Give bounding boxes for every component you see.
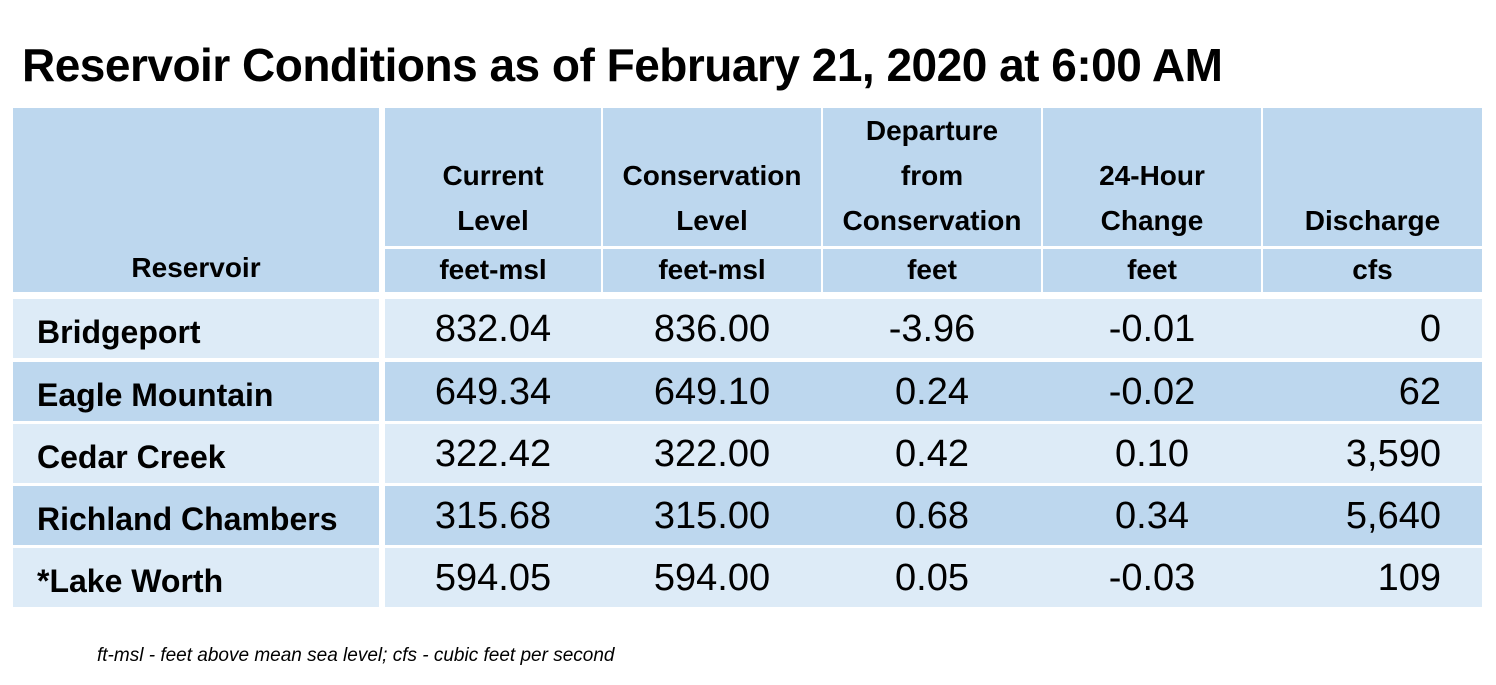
header-label: 24-Hour bbox=[1099, 160, 1205, 191]
cell-change: 0.10 bbox=[1115, 433, 1189, 475]
header-unit: feet-msl bbox=[658, 254, 766, 285]
header-label: Level bbox=[676, 205, 748, 236]
table-row-name-cell: Richland Chambers bbox=[13, 486, 379, 545]
footnote: ft-msl - feet above mean sea level; cfs … bbox=[97, 645, 615, 666]
header-cell: 24-Hour Change bbox=[1043, 108, 1261, 246]
cell-discharge: 3,590 bbox=[1345, 433, 1441, 475]
cell-current: 322.42 bbox=[434, 433, 552, 475]
cell-conservation: 649.10 bbox=[653, 371, 771, 413]
header-label: Reservoir bbox=[131, 252, 261, 283]
table-row: 322.42 322.00 0.42 0.10 3,590 bbox=[385, 424, 1482, 483]
cell-discharge: 5,640 bbox=[1345, 495, 1441, 537]
header-label: Departure bbox=[865, 115, 999, 146]
table-row-name-cell: Eagle Mountain bbox=[13, 362, 379, 421]
header-cell-reservoir: Reservoir bbox=[13, 108, 379, 292]
table-row: 649.34 649.10 0.24 -0.02 62 bbox=[385, 362, 1482, 421]
table-row-name-cell: *Lake Worth bbox=[13, 548, 379, 607]
cell-departure: 0.05 bbox=[895, 557, 969, 599]
cell-current: 315.68 bbox=[434, 495, 552, 537]
header-label: Level bbox=[457, 205, 529, 236]
header-label: Current bbox=[442, 160, 544, 191]
cell-current: 649.34 bbox=[434, 371, 552, 413]
header-unit-cell: cfs bbox=[1263, 249, 1482, 292]
page-title: Reservoir Conditions as of February 21, … bbox=[22, 39, 1223, 91]
cell-change: 0.34 bbox=[1115, 495, 1189, 537]
cell-departure: -3.96 bbox=[888, 308, 976, 350]
header-label: Conservation bbox=[842, 205, 1022, 236]
table-row: 594.05 594.00 0.05 -0.03 109 bbox=[385, 548, 1482, 607]
reservoir-name: Eagle Mountain bbox=[37, 377, 274, 413]
header-unit: feet-msl bbox=[439, 254, 547, 285]
cell-discharge: 62 bbox=[1398, 371, 1441, 413]
header-unit: cfs bbox=[1352, 254, 1393, 285]
cell-conservation: 322.00 bbox=[653, 433, 771, 475]
reservoir-name: *Lake Worth bbox=[37, 563, 224, 599]
cell-conservation: 594.00 bbox=[653, 557, 771, 599]
header-label: Conservation bbox=[622, 160, 802, 191]
cell-current: 594.05 bbox=[434, 557, 552, 599]
header-unit-cell: feet-msl bbox=[385, 249, 601, 292]
header-label: Change bbox=[1100, 205, 1204, 236]
cell-change: -0.01 bbox=[1108, 308, 1196, 350]
cell-departure: 0.68 bbox=[895, 495, 969, 537]
cell-change: -0.03 bbox=[1108, 557, 1196, 599]
cell-departure: 0.24 bbox=[895, 371, 969, 413]
header-cell: Conservation Level bbox=[603, 108, 821, 246]
table-row-name-cell: Bridgeport bbox=[13, 299, 379, 358]
header-unit: feet bbox=[907, 254, 957, 285]
reservoir-name: Richland Chambers bbox=[37, 501, 338, 537]
header-unit-cell: feet bbox=[1043, 249, 1261, 292]
table-row-name-cell: Cedar Creek bbox=[13, 424, 379, 483]
header-cell: Discharge bbox=[1263, 108, 1482, 246]
header-unit-cell: feet-msl bbox=[603, 249, 821, 292]
header-cell: Departure from Conservation bbox=[823, 108, 1041, 246]
header-cell: Current Level bbox=[385, 108, 601, 246]
header-unit: feet bbox=[1127, 254, 1177, 285]
cell-discharge: 109 bbox=[1377, 557, 1441, 599]
cell-departure: 0.42 bbox=[895, 433, 969, 475]
table-row: 832.04 836.00 -3.96 -0.01 0 bbox=[385, 299, 1482, 358]
table-row: 315.68 315.00 0.68 0.34 5,640 bbox=[385, 486, 1482, 545]
cell-discharge: 0 bbox=[1419, 308, 1441, 350]
header-label: from bbox=[900, 160, 964, 191]
reservoir-name: Cedar Creek bbox=[37, 439, 226, 475]
reservoir-name: Bridgeport bbox=[37, 314, 201, 350]
header-unit-cell: feet bbox=[823, 249, 1041, 292]
header-label: Discharge bbox=[1304, 205, 1441, 236]
cell-conservation: 315.00 bbox=[653, 495, 771, 537]
cell-conservation: 836.00 bbox=[653, 308, 771, 350]
cell-change: -0.02 bbox=[1108, 371, 1196, 413]
cell-current: 832.04 bbox=[434, 308, 552, 350]
